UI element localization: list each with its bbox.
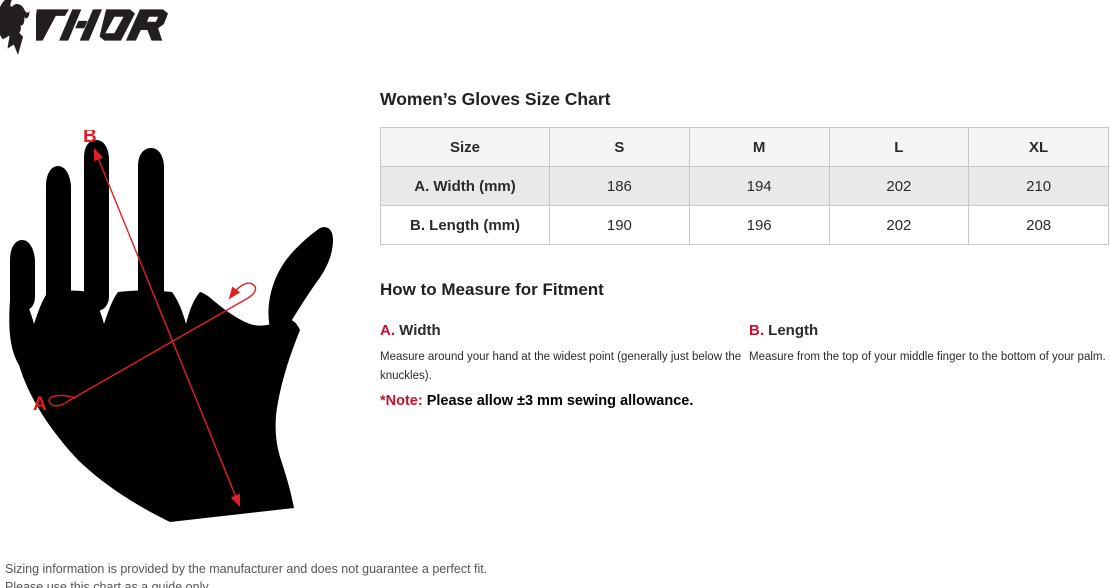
- svg-text:B: B: [83, 130, 97, 147]
- svg-text:A: A: [33, 394, 47, 415]
